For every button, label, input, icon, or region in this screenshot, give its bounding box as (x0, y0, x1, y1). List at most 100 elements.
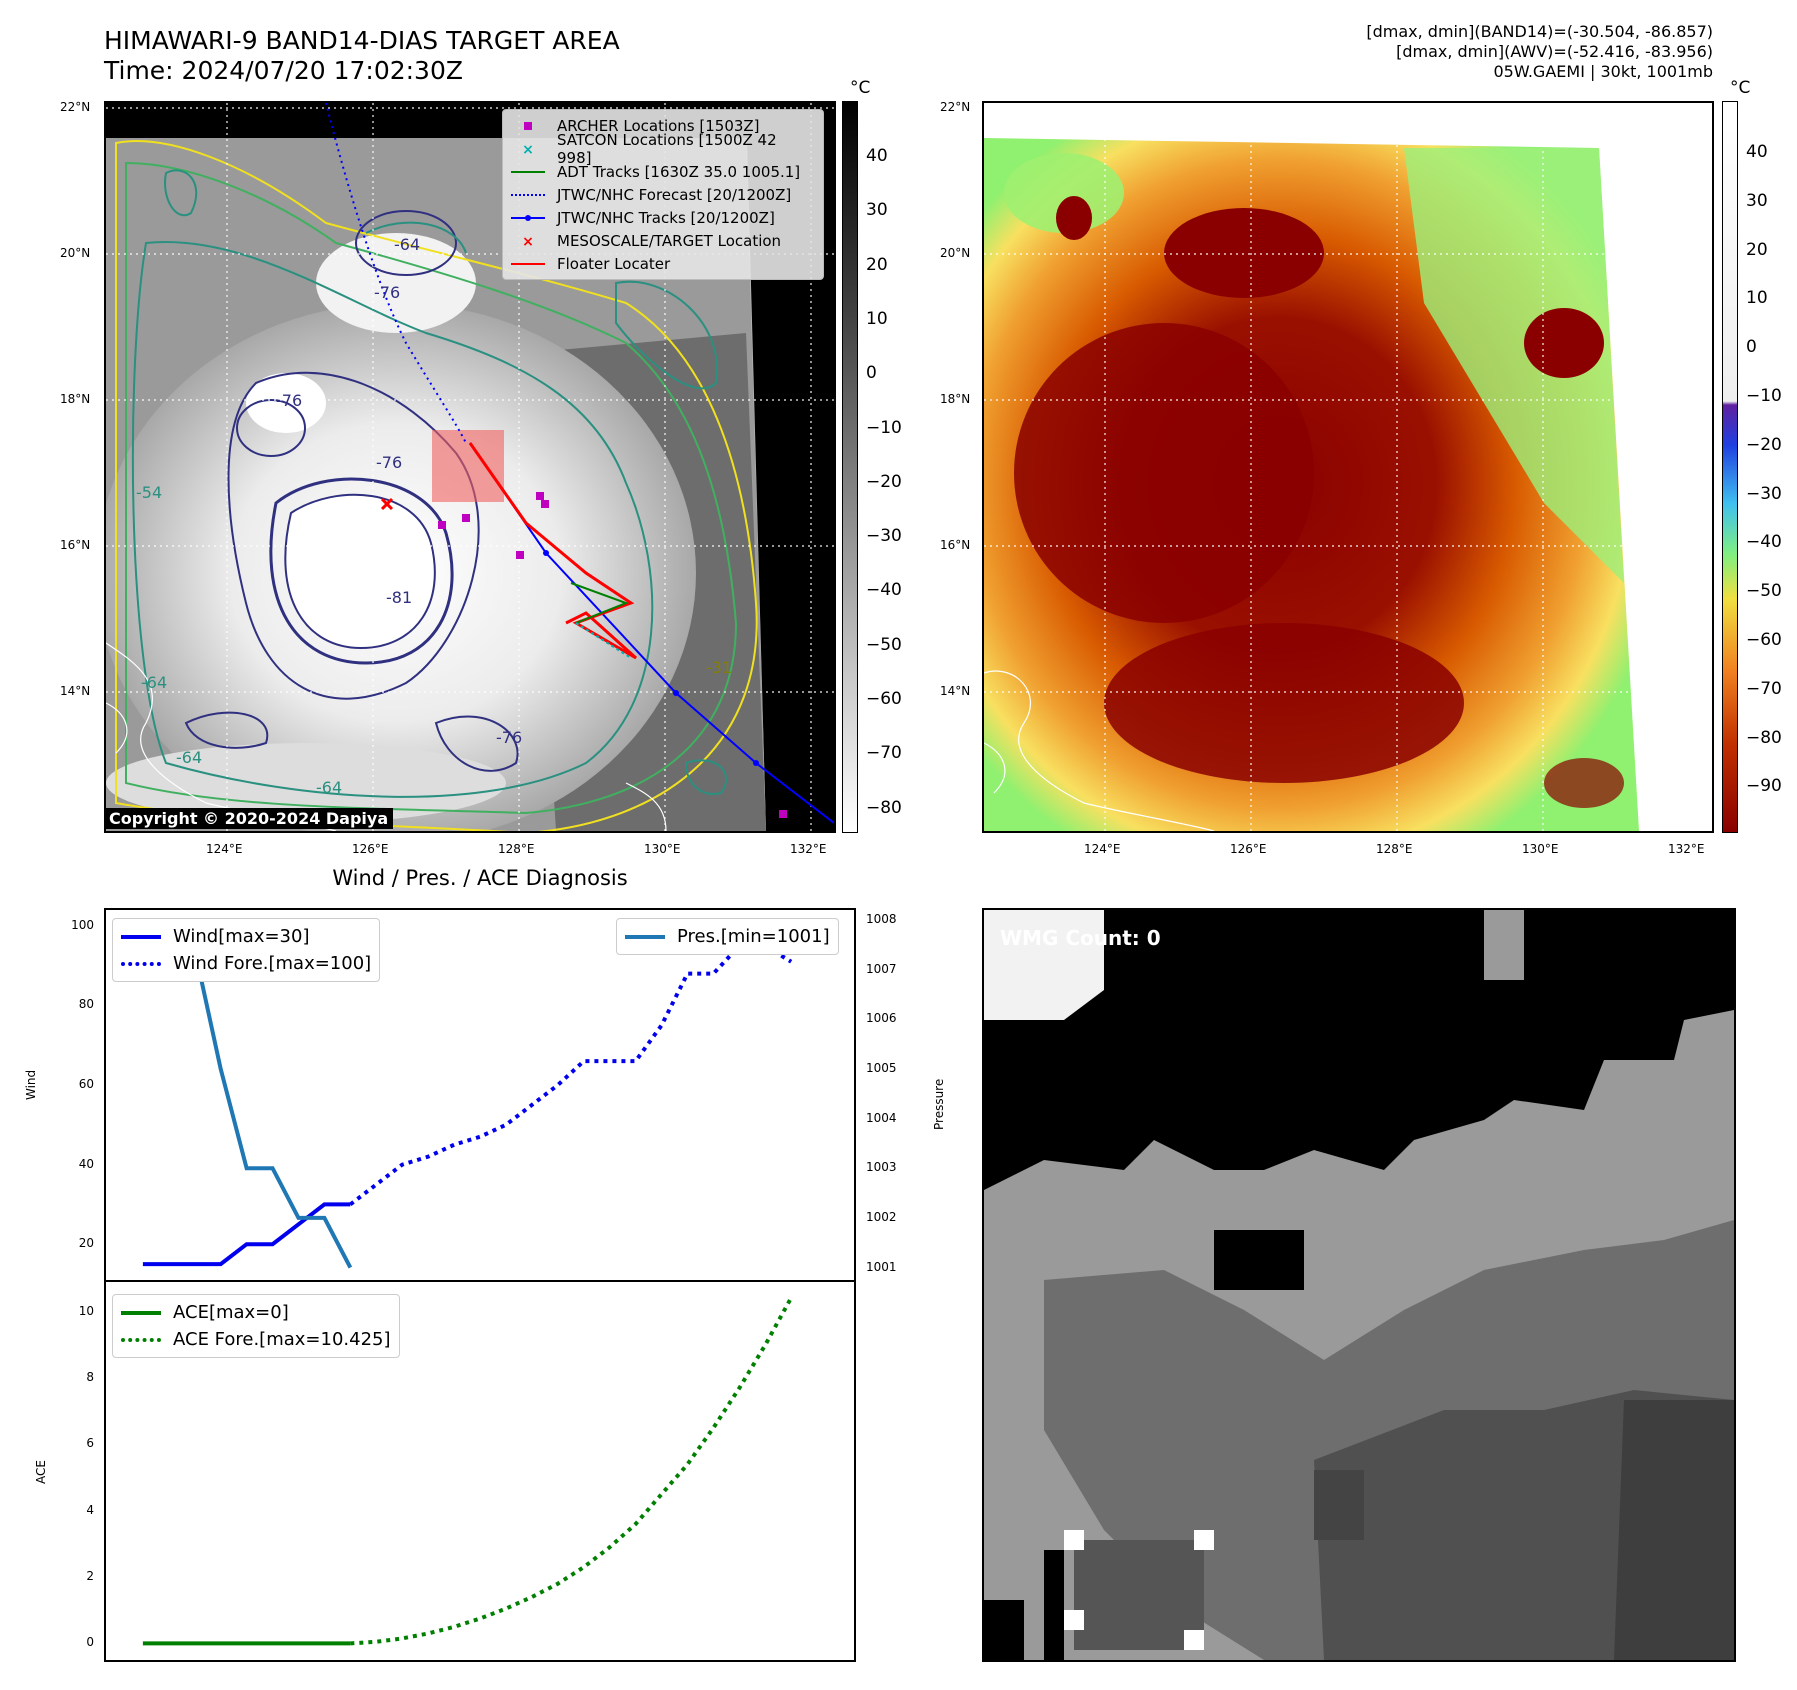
legend-label: MESOSCALE/TARGET Location (557, 231, 782, 250)
title-line-2: Time: 2024/07/20 17:02:30Z (104, 56, 463, 85)
square-marker-icon (511, 119, 545, 133)
contour-label: -76 (276, 391, 302, 410)
colorbar-left (842, 101, 858, 833)
legend-item-adt: ADT Tracks [1630Z 35.0 1005.1] (511, 160, 815, 183)
title-line-1: HIMAWARI-9 BAND14-DIAS TARGET AREA (104, 26, 620, 55)
lat-label: 20°N (940, 246, 971, 260)
wind-legend: Wind[max=30] Wind Fore.[max=100] (112, 918, 381, 982)
dotted-line-icon (511, 188, 545, 202)
contour-label: -64 (394, 235, 420, 254)
pressure-tick-label: 1003 (866, 1160, 897, 1175)
contour-label: -76 (496, 728, 522, 747)
contour-label: -31 (706, 658, 732, 677)
contour-label: -54 (136, 483, 162, 502)
pressure-tick-label: 1006 (866, 1011, 897, 1026)
legend-item-jtwc-tracks: JTWC/NHC Tracks [20/1200Z] (511, 206, 815, 229)
ace-axes (104, 1280, 856, 1662)
dotted-line-icon (121, 961, 161, 966)
subtitle-line-2: [dmax, dmin](AWV)=(-52.416, -83.956) (1396, 42, 1713, 61)
legend-item-wind: Wind[max=30] (121, 923, 371, 950)
lat-label: 22°N (940, 100, 971, 114)
lat-label: 18°N (60, 392, 91, 406)
contour-label: -64 (141, 673, 167, 692)
colorbar-right-tick: −10 (1746, 386, 1782, 406)
subtitle-line-3: 05W.GAEMI | 30kt, 1001mb (1493, 62, 1714, 81)
wind-tick-label: 20 (78, 1236, 94, 1251)
colorbar-left-tick: −60 (866, 689, 902, 709)
legend-item-floater: Floater Locater (511, 252, 815, 275)
line-dot-marker-icon (511, 211, 545, 225)
wind-tick-label: 40 (78, 1156, 94, 1171)
colorbar-left-tick: −80 (866, 797, 902, 818)
wind-tick-label: 100 (71, 917, 94, 932)
subtitle-line-1: [dmax, dmin](BAND14)=(-30.504, -86.857) (1366, 22, 1713, 41)
colorbar-left-tick: 20 (866, 254, 888, 275)
colorbar-right-tick: 10 (1746, 288, 1768, 309)
wmg-count-label: WMG Count: 0 (1000, 926, 1161, 950)
legend-item-ace-forecast: ACE Fore.[max=10.425] (121, 1326, 391, 1353)
pressure-tick-label: 1005 (866, 1060, 897, 1075)
legend-item-archer: ARCHER Locations [1503Z] (511, 114, 815, 137)
lon-label: 128°E (1376, 842, 1413, 856)
figure-title: HIMAWARI-9 BAND14-DIAS TARGET AREA Time:… (104, 26, 620, 86)
contour-label: -64 (316, 778, 342, 797)
lon-label: 130°E (644, 842, 681, 856)
lat-label: 16°N (940, 538, 971, 552)
diagnosis-svg (98, 908, 862, 1662)
dotted-line-icon (121, 1337, 161, 1342)
pressure-tick-label: 1004 (866, 1110, 897, 1125)
colorbar-right-tick: −20 (1746, 434, 1782, 455)
legend-label: Pres.[min=1001] (677, 926, 830, 947)
colorbar-right (1722, 101, 1738, 833)
pressure-axis-label: Pressure (932, 1078, 946, 1130)
ace-tick-label: 2 (86, 1569, 94, 1584)
colorbar-left-tick: −40 (866, 580, 902, 601)
lat-label: 14°N (60, 684, 91, 698)
colorbar-right-tick: 20 (1746, 239, 1768, 260)
colorbar-right-tick: −70 (1746, 678, 1782, 699)
colorbar-left-tick: 40 (866, 146, 888, 166)
pressure-tick-label: 1008 (866, 911, 897, 926)
pres-legend: Pres.[min=1001] (616, 918, 839, 955)
awv-map-panel (982, 101, 1714, 833)
colorbar-left-tick: −20 (866, 471, 902, 492)
lat-label: 16°N (60, 538, 91, 552)
legend-label: ACE Fore.[max=10.425] (173, 1329, 391, 1350)
colorbar-right-unit: °C (1730, 78, 1751, 98)
pressure-tick-label: 1001 (866, 1259, 897, 1274)
pressure-tick-label: 1002 (866, 1209, 897, 1224)
colorbar-right-tick: −80 (1746, 727, 1782, 748)
ir-map-canvas: -64 -76 -64 -76 -54 -64 -76 -81 -64 -76 … (106, 103, 834, 831)
legend-label: Wind[max=30] (173, 926, 310, 947)
ace-tick-label: 8 (86, 1370, 94, 1385)
colorbar-left-tick: 10 (866, 308, 888, 329)
legend-label: ARCHER Locations [1503Z] (557, 116, 760, 135)
legend-label: ACE[max=0] (173, 1302, 289, 1323)
colorbar-right-tick: 30 (1746, 190, 1768, 211)
series-line-ACE Fore.[max=10.425] (350, 1296, 793, 1646)
wmg-canvas (984, 910, 1734, 1660)
legend-item-target: × MESOSCALE/TARGET Location (511, 229, 815, 252)
ir-map-panel: -64 -76 -64 -76 -54 -64 -76 -81 -64 -76 … (104, 101, 836, 833)
lat-label: 14°N (940, 684, 971, 698)
pressure-tick-label: 1007 (866, 961, 897, 976)
colorbar-left-tick: −70 (866, 743, 902, 764)
line-marker-icon (511, 257, 545, 271)
colorbar-left-unit: °C (850, 78, 871, 98)
x-marker-icon: × (522, 233, 534, 250)
colorbar-left-tick: −50 (866, 634, 902, 655)
legend-label: JTWC/NHC Forecast [20/1200Z] (557, 185, 792, 204)
legend-item-pres: Pres.[min=1001] (625, 923, 830, 950)
legend-item-ace: ACE[max=0] (121, 1299, 391, 1326)
legend-label: ADT Tracks [1630Z 35.0 1005.1] (557, 162, 801, 181)
solid-line-icon (121, 1310, 161, 1315)
colorbar-right-tick: 0 (1746, 337, 1757, 358)
wind-tick-label: 60 (78, 1077, 94, 1092)
lon-label: 124°E (1084, 842, 1121, 856)
legend-label: Wind Fore.[max=100] (173, 953, 372, 974)
lat-label: 20°N (60, 246, 91, 260)
solid-line-icon (121, 934, 161, 939)
x-marker-icon: × (522, 141, 534, 158)
lat-label: 18°N (940, 392, 971, 406)
legend-item-jtwc-forecast: JTWC/NHC Forecast [20/1200Z] (511, 183, 815, 206)
